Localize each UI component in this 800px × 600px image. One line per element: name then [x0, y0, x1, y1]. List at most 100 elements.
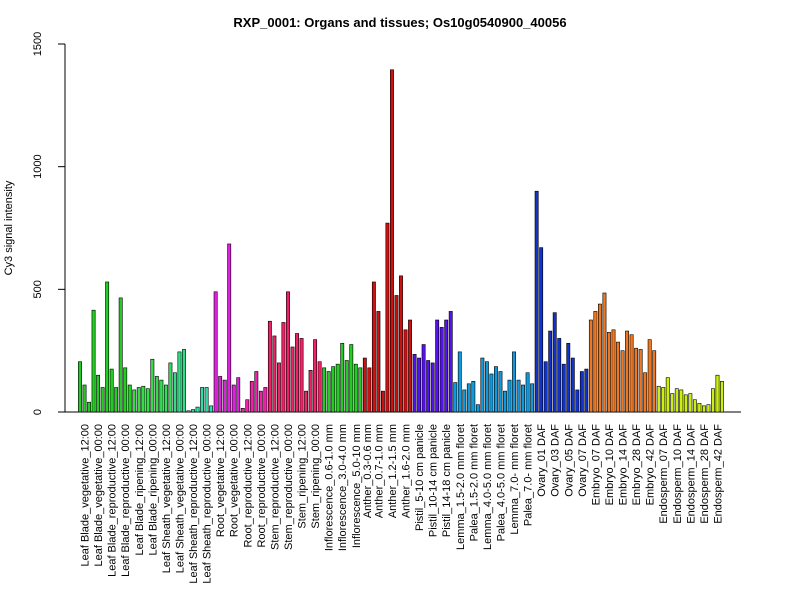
- x-tick-label: Anther_1.6-2.0 mm: [401, 424, 413, 518]
- bar: [688, 393, 693, 413]
- bar: [539, 247, 544, 413]
- bar: [272, 335, 277, 413]
- bar: [295, 333, 299, 413]
- x-tick-label: Stem_ripening_12:00: [297, 424, 309, 529]
- bar: [498, 371, 503, 413]
- bar: [159, 379, 164, 413]
- bar: [616, 341, 620, 413]
- x-tick-label: Root_vegetative_12:00: [215, 424, 227, 537]
- x-tick-label: Palea_1.5-2.0 mm floret: [468, 424, 480, 541]
- x-tick-label: Embryo_14 DAF: [618, 424, 630, 506]
- x-tick-label: Embryo_42 DAF: [645, 424, 657, 506]
- bar: [195, 406, 200, 413]
- bar: [647, 339, 652, 413]
- x-axis-tick-labels: Leaf Blade_vegetative_12:00 Leaf Blade_ve…: [80, 424, 725, 584]
- bar: [231, 384, 236, 413]
- bar: [87, 401, 91, 413]
- bar: [127, 384, 132, 413]
- bar: [299, 338, 304, 413]
- bar: [313, 339, 318, 413]
- bar: [494, 366, 498, 413]
- bar: [114, 387, 119, 413]
- bar: [692, 399, 697, 413]
- bar: [548, 330, 553, 413]
- bar: [150, 358, 155, 413]
- bar: [557, 338, 562, 413]
- x-tick-label: Palea_7.0- mm floret: [523, 424, 535, 526]
- bar: [385, 222, 390, 413]
- bar: [317, 361, 322, 413]
- bar: [227, 243, 232, 413]
- x-tick-label: Stem_ripening_00:00: [310, 424, 322, 529]
- bar: [579, 371, 584, 413]
- bar: [620, 350, 625, 413]
- bar: [118, 297, 123, 413]
- bar: [222, 379, 227, 413]
- bar: [390, 69, 394, 413]
- bar: [286, 291, 290, 413]
- x-tick-label: Ovary_05 DAF: [563, 424, 575, 497]
- bar: [163, 384, 168, 413]
- bar: [186, 410, 191, 413]
- bar: [489, 373, 494, 413]
- bar: [674, 388, 679, 413]
- bar: [100, 387, 105, 413]
- bar: [249, 381, 254, 413]
- bar: [344, 360, 349, 413]
- bar: [145, 388, 150, 413]
- x-tick-label: Lemma_4.0-5.0 mm floret: [482, 424, 494, 550]
- bar: [439, 327, 444, 413]
- bar: [263, 387, 268, 413]
- bar: [683, 394, 688, 413]
- bar: [665, 377, 670, 413]
- bar: [575, 389, 580, 413]
- bar: [290, 346, 295, 413]
- x-tick-label: Leaf Sheath_reproductive_12:00: [188, 424, 200, 584]
- bar: [177, 351, 182, 413]
- x-tick-label: Anther_0.7-1.0 mm: [373, 424, 385, 518]
- bar: [625, 330, 629, 413]
- bar: [448, 311, 453, 413]
- bar: [204, 387, 209, 413]
- bar: [399, 275, 403, 413]
- x-tick-label: Anther_0.3-0.6 mm: [362, 424, 374, 518]
- x-tick-label: Lemma_1.5-2.0 mm floret: [455, 424, 467, 550]
- bar: [611, 329, 616, 413]
- bar: [123, 367, 128, 413]
- x-tick-label: Root_reproductive_00:00: [256, 424, 268, 548]
- bar: [480, 357, 485, 413]
- bar: [421, 344, 426, 413]
- bar: [679, 389, 684, 413]
- bar: [444, 319, 449, 413]
- bar: [656, 385, 661, 413]
- bars-layer: [78, 69, 724, 413]
- x-tick-label: Leaf Sheath_vegetative_00:00: [174, 424, 186, 573]
- bar: [629, 334, 634, 413]
- x-tick-label: Endosperm_07 DAF: [658, 424, 670, 524]
- bar: [358, 367, 363, 413]
- x-tick-label: Endosperm_42 DAF: [712, 424, 724, 524]
- x-tick-label: Leaf Blade_reproductive_12:00: [107, 424, 119, 577]
- bar: [173, 372, 177, 413]
- x-tick-label: Leaf Blade_vegetative_12:00: [80, 424, 92, 567]
- x-tick-label: Leaf Sheath_reproductive_00:00: [202, 424, 214, 584]
- x-tick-label: Endosperm_14 DAF: [685, 424, 697, 524]
- bar: [141, 385, 146, 413]
- bar: [82, 384, 87, 413]
- x-tick-label: Lemma_7.0- mm floret: [509, 424, 521, 535]
- x-tick-label: Leaf Sheath_vegetative_12:00: [161, 424, 173, 573]
- bar: [267, 320, 272, 413]
- bar: [430, 362, 435, 413]
- bar: [191, 409, 195, 413]
- bar: [353, 363, 358, 413]
- bar: [91, 309, 96, 413]
- bar: [634, 347, 639, 413]
- bar: [200, 387, 205, 413]
- x-tick-label: Leaf Blade_ripening_12:00: [134, 424, 146, 556]
- bar: [435, 319, 440, 413]
- bar: [308, 369, 313, 413]
- bar: [412, 354, 417, 413]
- bar: [543, 361, 548, 413]
- bar: [182, 349, 186, 413]
- x-tick-label: Pistil_5-10 cm panicle: [414, 424, 426, 531]
